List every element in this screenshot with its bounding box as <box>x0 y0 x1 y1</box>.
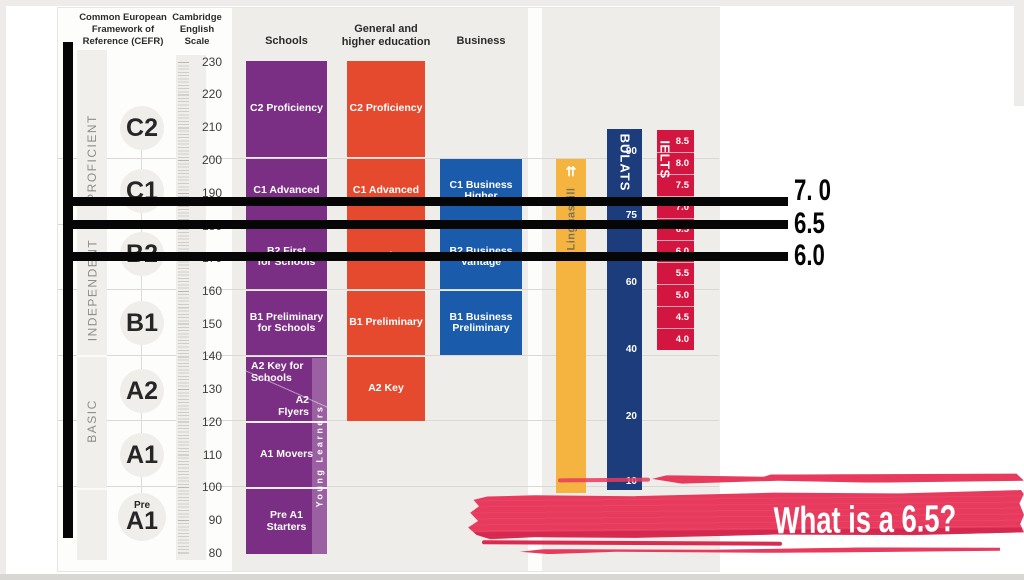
brush-streak-top-left <box>557 477 651 483</box>
ielts-band-4-5: 4.5 <box>657 306 694 328</box>
general-header: General and higher education <box>341 23 431 48</box>
ielts-band-7-5: 7.5 <box>657 174 694 196</box>
level-circle-b1: B1 <box>120 301 164 345</box>
annotation-vertical-bar <box>63 42 73 538</box>
gridline-160 <box>58 289 719 290</box>
scale-tick-110: 110 <box>202 448 222 462</box>
ielts-band-5-5: 5.5 <box>657 262 694 284</box>
pre-a1-pre-label: Pre <box>133 500 151 511</box>
level-circle-c2: C2 <box>120 106 164 150</box>
scale-tick-90: 90 <box>208 513 222 527</box>
schools-a1-movers-block: A1 Movers <box>246 423 327 487</box>
gridline-200 <box>58 158 719 159</box>
double-up-arrow-icon: ⇈ <box>565 164 577 179</box>
bulats-tick-90: 90 <box>625 146 637 157</box>
annotation-line-6-5 <box>65 220 788 229</box>
schools-a2-key-label: A2 Key for Schools <box>251 360 304 384</box>
bulats-tick-60: 60 <box>625 277 637 288</box>
page-bottom-edge <box>0 574 1024 580</box>
ielts-band-6-5: 6.5 <box>657 218 694 240</box>
banner-text: What is a 6.5? <box>773 497 957 542</box>
annotation-line-6-0 <box>65 252 788 261</box>
level-circle-a2: A2 <box>120 369 164 413</box>
level-circle-c1: C1 <box>120 169 164 213</box>
scale-tick-120: 120 <box>201 415 222 429</box>
level-circle-a1: A1 <box>120 433 164 477</box>
page-top-edge <box>0 0 1024 6</box>
general-b1-preliminary-block: B1 Preliminary <box>347 291 425 355</box>
scale-tick-220: 220 <box>201 87 222 101</box>
ielts-band-4-0: 4.0 <box>657 328 694 350</box>
schools-b1-preliminary-block: B1 Preliminary for Schools <box>246 291 327 355</box>
cefr-column-title: Common European Framework of Reference (… <box>79 12 167 47</box>
general-c1-advanced-block: C1 Advanced <box>347 159 425 223</box>
annotation-label-6-5: 6.5 <box>794 207 825 240</box>
schools-c2-proficiency-block: C2 Proficiency <box>246 61 327 157</box>
ielts-band-5-0: 5.0 <box>657 284 694 306</box>
linguaskill-column: ⇈ Linguaskill <box>556 159 586 493</box>
scale-column-title: Cambridge English Scale <box>172 12 222 47</box>
band-basic: BASIC <box>85 399 100 443</box>
bulats-tick-40: 40 <box>625 344 637 355</box>
general-a2-key-block: A2 Key <box>347 357 425 421</box>
business-header: Business <box>456 35 506 47</box>
annotation-line-7-0 <box>65 197 788 206</box>
page-right-edge <box>1014 6 1024 106</box>
a2-diagonal-divider <box>246 357 327 421</box>
annotation-label-6-0: 6.0 <box>794 239 825 272</box>
bulats-label: BULATS <box>617 133 633 191</box>
bulats-tick-20: 20 <box>625 411 637 422</box>
scale-tick-140: 140 <box>201 349 222 363</box>
band-divider <box>77 488 107 490</box>
young-learners-label: Young Learners <box>314 404 325 508</box>
ielts-band-6-0: 6.0 <box>657 240 694 262</box>
schools-header: Schools <box>265 35 308 47</box>
schools-pre-a1-starters-block: Pre A1 Starters <box>246 489 327 554</box>
ielts-column: IELTS 8.5 8.0 7.5 7.0 6.5 6.0 5.5 5.0 4.… <box>657 130 694 350</box>
scale-tick-200: 200 <box>201 153 222 167</box>
page-left-edge <box>0 0 6 574</box>
schools-a2-flyers-label: A2 Flyers <box>278 394 309 418</box>
business-b1-preliminary-block: B1 Business Preliminary <box>440 291 522 355</box>
business-c1-higher-block: C1 Business Higher <box>440 159 522 223</box>
schools-c1-advanced-block: C1 Advanced <box>246 159 327 223</box>
ielts-band-8-5: 8.5 <box>675 135 689 147</box>
scale-tick-80: 80 <box>208 546 222 560</box>
young-learners-strip: Young Learners <box>312 358 327 554</box>
scale-ruler-ticks <box>178 62 189 554</box>
bulats-tick-75: 75 <box>625 210 637 221</box>
level-circle-pre-a1: Pre A1 <box>118 493 166 541</box>
ielts-band-7-0: 7.0 <box>657 196 694 218</box>
cefr-band-strip <box>77 50 107 560</box>
ielts-band-8-0: 8.0 <box>657 152 694 174</box>
scale-tick-100: 100 <box>201 480 222 494</box>
band-divider <box>77 355 107 357</box>
bulats-column: BULATS 90 75 60 40 20 10 <box>607 129 642 490</box>
scale-tick-130: 130 <box>201 382 222 396</box>
general-c2-proficiency-block: C2 Proficiency <box>347 61 425 157</box>
scale-tick-150: 150 <box>201 317 222 331</box>
scale-tick-160: 160 <box>201 284 222 298</box>
annotation-label-7-0: 7. 0 <box>794 174 832 207</box>
schools-a2-key-block: A2 Key for Schools A2 Flyers <box>246 357 327 421</box>
band-independent: INDEPENDENT <box>85 238 100 342</box>
pre-a1-level-label: A1 <box>126 507 158 535</box>
linguaskill-label-wrap: Linguaskill <box>556 183 586 255</box>
scale-tick-210: 210 <box>201 120 222 134</box>
scale-tick-190: 190 <box>201 186 222 200</box>
scale-tick-230: 230 <box>201 55 222 69</box>
gridline-100 <box>58 486 719 487</box>
gridline-140 <box>58 355 719 356</box>
bulats-label-wrap: BULATS <box>607 133 642 191</box>
